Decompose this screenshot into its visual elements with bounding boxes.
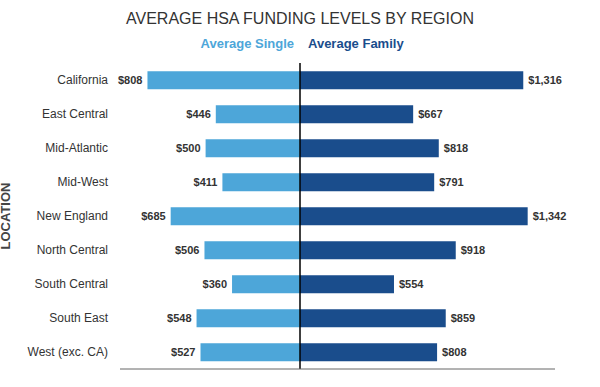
svg-text:North Central: North Central xyxy=(37,243,108,257)
svg-text:$446: $446 xyxy=(186,108,210,120)
html-text:Average Family: Average Family xyxy=(308,36,404,51)
svg-text:$1,316: $1,316 xyxy=(528,74,562,86)
svg-text:California: California xyxy=(57,73,108,87)
svg-text:$685: $685 xyxy=(141,210,165,222)
svg-text:$667: $667 xyxy=(418,108,442,120)
svg-text:$548: $548 xyxy=(167,312,191,324)
svg-text:Mid-Atlantic: Mid-Atlantic xyxy=(45,141,108,155)
svg-text:$527: $527 xyxy=(171,346,195,358)
svg-text:$818: $818 xyxy=(444,142,468,154)
svg-text:$500: $500 xyxy=(176,142,200,154)
svg-text:$808: $808 xyxy=(442,346,466,358)
svg-text:$859: $859 xyxy=(451,312,475,324)
svg-text:$808: $808 xyxy=(118,74,142,86)
svg-text:New England: New England xyxy=(37,209,108,223)
svg-text:$791: $791 xyxy=(439,176,463,188)
svg-text:$506: $506 xyxy=(175,244,199,256)
svg-text:Mid-West: Mid-West xyxy=(58,175,109,189)
svg-text:South East: South East xyxy=(49,311,108,325)
svg-text:South Central: South Central xyxy=(35,277,108,291)
svg-text:$360: $360 xyxy=(203,278,227,290)
svg-text:$554: $554 xyxy=(399,278,424,290)
svg-text:East Central: East Central xyxy=(42,107,108,121)
svg-text:$1,342: $1,342 xyxy=(533,210,567,222)
svg-text:$411: $411 xyxy=(194,176,218,188)
svg-text:LOCATION: LOCATION xyxy=(8,183,13,250)
html-text:Average Single: Average Single xyxy=(200,36,294,51)
svg-text:$918: $918 xyxy=(461,244,485,256)
html-text:AVERAGE HSA FUNDING LEVELS BY: AVERAGE HSA FUNDING LEVELS BY REGION xyxy=(126,10,474,27)
svg-text:West (exc. CA): West (exc. CA) xyxy=(28,345,108,359)
